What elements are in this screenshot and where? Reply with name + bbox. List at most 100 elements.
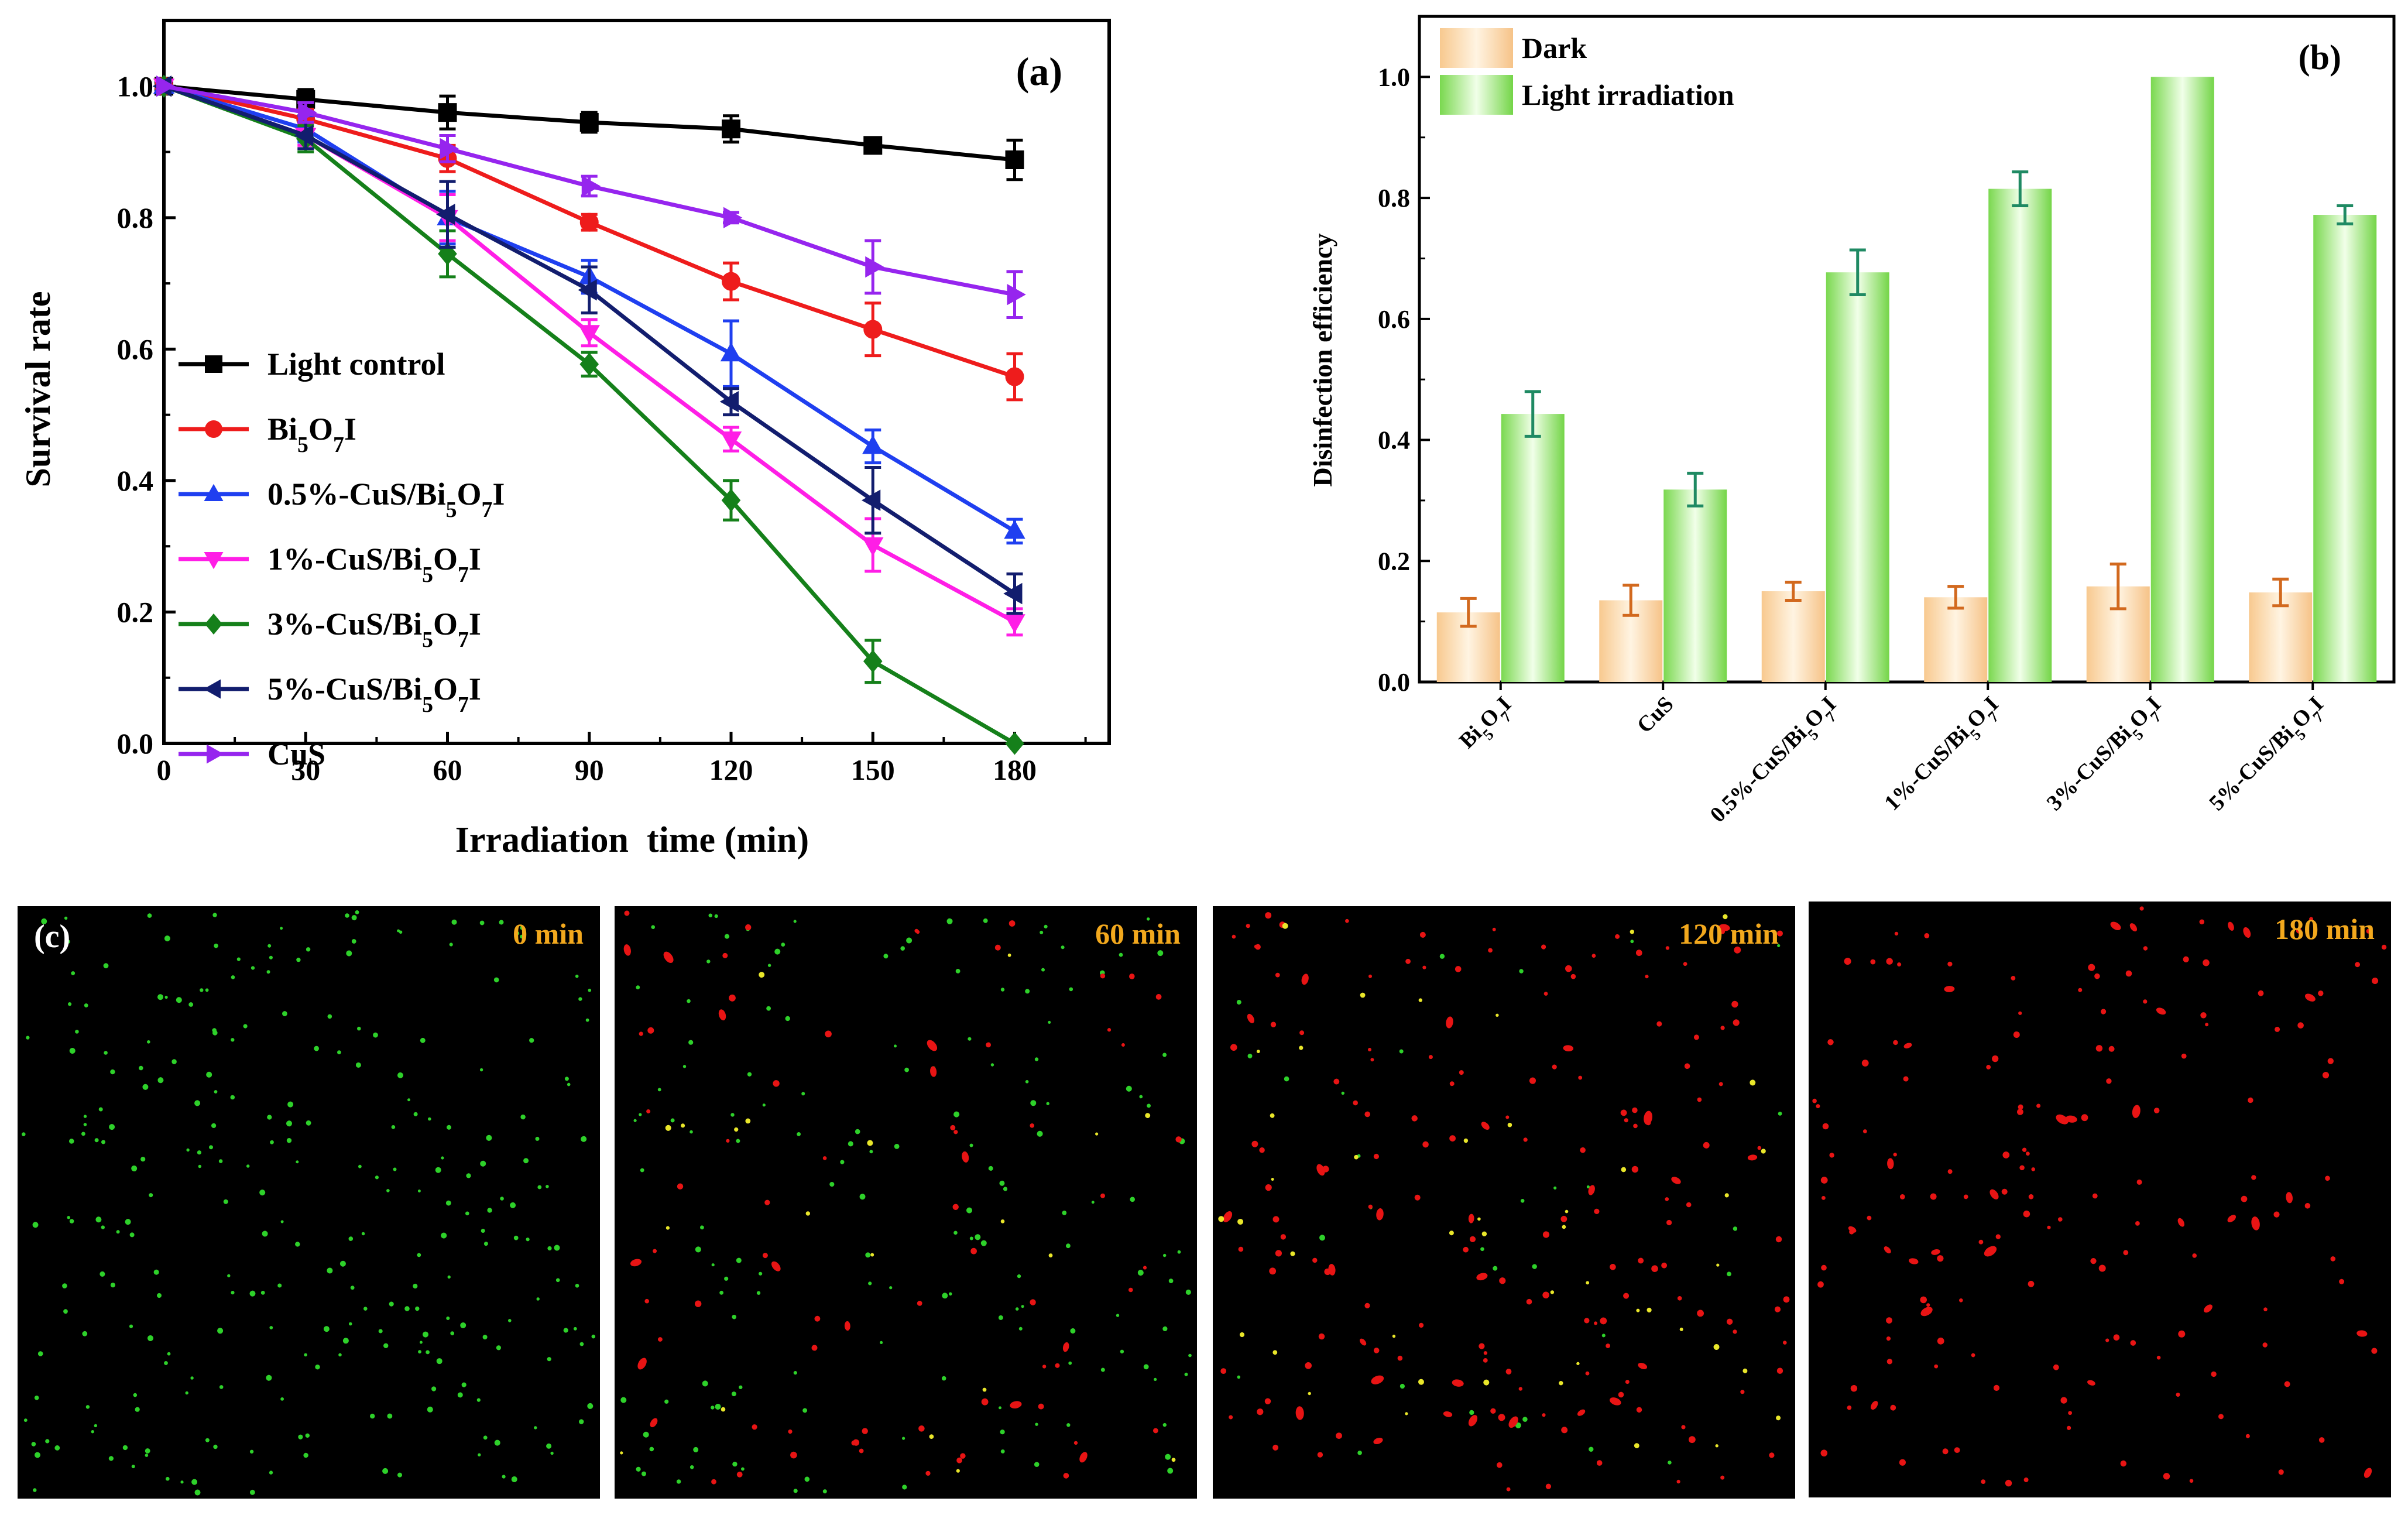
cell-red xyxy=(1446,1016,1453,1029)
cell-green xyxy=(499,920,504,925)
cell-red xyxy=(2258,990,2264,996)
cell-red xyxy=(2218,1414,2224,1420)
cell-green xyxy=(280,1397,284,1401)
cell-green xyxy=(262,1230,268,1237)
cell-green xyxy=(1021,1305,1024,1308)
microscopy-image-120min: 120 min xyxy=(1213,906,1795,1499)
cell-green xyxy=(724,1276,729,1281)
cell-red xyxy=(1371,1375,1384,1384)
cell-green xyxy=(277,1283,282,1288)
a-y-tick-label: 0.6 xyxy=(117,333,154,365)
b-error-bar xyxy=(2012,170,2029,208)
cell-green xyxy=(1237,1375,1241,1379)
cell-green xyxy=(1017,1274,1021,1279)
microscopy-image-180min: 180 min xyxy=(1809,902,2391,1497)
a-data-point xyxy=(719,390,739,413)
cell-red xyxy=(1468,1415,1478,1427)
a-legend-marker xyxy=(204,484,224,501)
cell-green xyxy=(702,1380,708,1387)
cell-red xyxy=(623,944,631,956)
cell-red xyxy=(764,1199,770,1205)
cell-red xyxy=(1681,1425,1686,1430)
a-data-point xyxy=(863,650,883,673)
cell-green xyxy=(482,1335,488,1340)
cell-red xyxy=(1272,1444,1279,1451)
cell-green xyxy=(510,1202,516,1208)
cell-red xyxy=(1644,1110,1652,1125)
cell-green xyxy=(246,1164,250,1168)
cell-yellow xyxy=(1716,1263,1720,1267)
cell-red xyxy=(1463,1246,1469,1253)
a-x-tick-label: 120 xyxy=(709,753,753,786)
cell-green xyxy=(496,1345,502,1351)
cell-green xyxy=(69,1219,74,1223)
cell-red xyxy=(2106,1078,2112,1084)
cell-red xyxy=(1506,1487,1511,1492)
cell-red xyxy=(1676,1479,1680,1484)
cell-red xyxy=(658,1337,663,1342)
cell-yellow xyxy=(1742,1368,1748,1373)
cell-green xyxy=(214,1090,218,1094)
cell-green xyxy=(732,1461,738,1467)
cell-red xyxy=(811,1345,818,1351)
cell-red xyxy=(1246,924,1250,928)
cell-red xyxy=(1230,1044,1237,1051)
cell-red xyxy=(2136,1179,2142,1185)
cell-red xyxy=(1280,1234,1287,1240)
b-legend: Dark Light irradiation xyxy=(1440,28,1734,115)
cell-green xyxy=(35,1452,40,1458)
cell-yellow xyxy=(1418,998,1422,1002)
cell-red xyxy=(1305,1362,1312,1369)
cell-yellow xyxy=(1290,1251,1295,1256)
cell-yellow xyxy=(1679,1327,1683,1331)
cell-red xyxy=(1376,1208,1384,1221)
cell-yellow xyxy=(1048,1253,1053,1257)
cell-red xyxy=(2108,1046,2115,1052)
cell-red xyxy=(1610,1264,1616,1270)
cell-red xyxy=(1989,1189,1999,1199)
cell-red xyxy=(1632,1107,1638,1113)
cell-green xyxy=(1630,940,1634,944)
b-legend-entry: Light irradiation xyxy=(1440,75,1734,115)
cell-yellow xyxy=(1270,1113,1275,1118)
cell-green xyxy=(191,1479,198,1485)
cell-red xyxy=(2251,1175,2256,1180)
cell-green xyxy=(37,1351,43,1356)
cell-yellow xyxy=(1724,1193,1729,1198)
cell-green xyxy=(54,1445,60,1451)
cell-red xyxy=(970,1247,977,1254)
cell-green xyxy=(942,1293,948,1299)
cell-green xyxy=(190,1376,194,1380)
cell-green xyxy=(198,1164,201,1168)
cell-green xyxy=(969,1143,973,1147)
cell-green xyxy=(260,1290,265,1295)
cell-green xyxy=(520,926,524,930)
cell-green xyxy=(94,1424,98,1428)
cell-green xyxy=(393,1167,397,1171)
cell-red xyxy=(1909,1258,1919,1264)
cell-green xyxy=(889,1286,893,1290)
cell-green xyxy=(327,1014,332,1019)
cell-green xyxy=(676,1479,681,1484)
cell-green xyxy=(983,918,988,923)
cell-red xyxy=(1055,1363,1060,1368)
cell-yellow xyxy=(721,1407,726,1412)
cell-red xyxy=(1618,1391,1624,1398)
cell-red xyxy=(2241,1195,2248,1202)
cell-green xyxy=(26,1036,30,1040)
cell-red xyxy=(2251,1216,2260,1230)
microscopy-dots xyxy=(620,910,1192,1494)
cell-green xyxy=(1066,1423,1071,1427)
cell-red xyxy=(752,1424,757,1430)
cell-green xyxy=(941,1376,946,1381)
cell-red xyxy=(1720,929,1726,934)
cell-red xyxy=(2366,928,2371,934)
cell-red xyxy=(1364,1111,1371,1118)
a-data-point xyxy=(722,119,740,139)
cell-green xyxy=(267,944,272,948)
b-bar xyxy=(1988,188,2052,682)
b-bar-Dark xyxy=(1599,584,1663,682)
cell-green xyxy=(450,1331,455,1336)
cell-red xyxy=(1370,1058,1374,1062)
cell-green xyxy=(423,1331,428,1338)
